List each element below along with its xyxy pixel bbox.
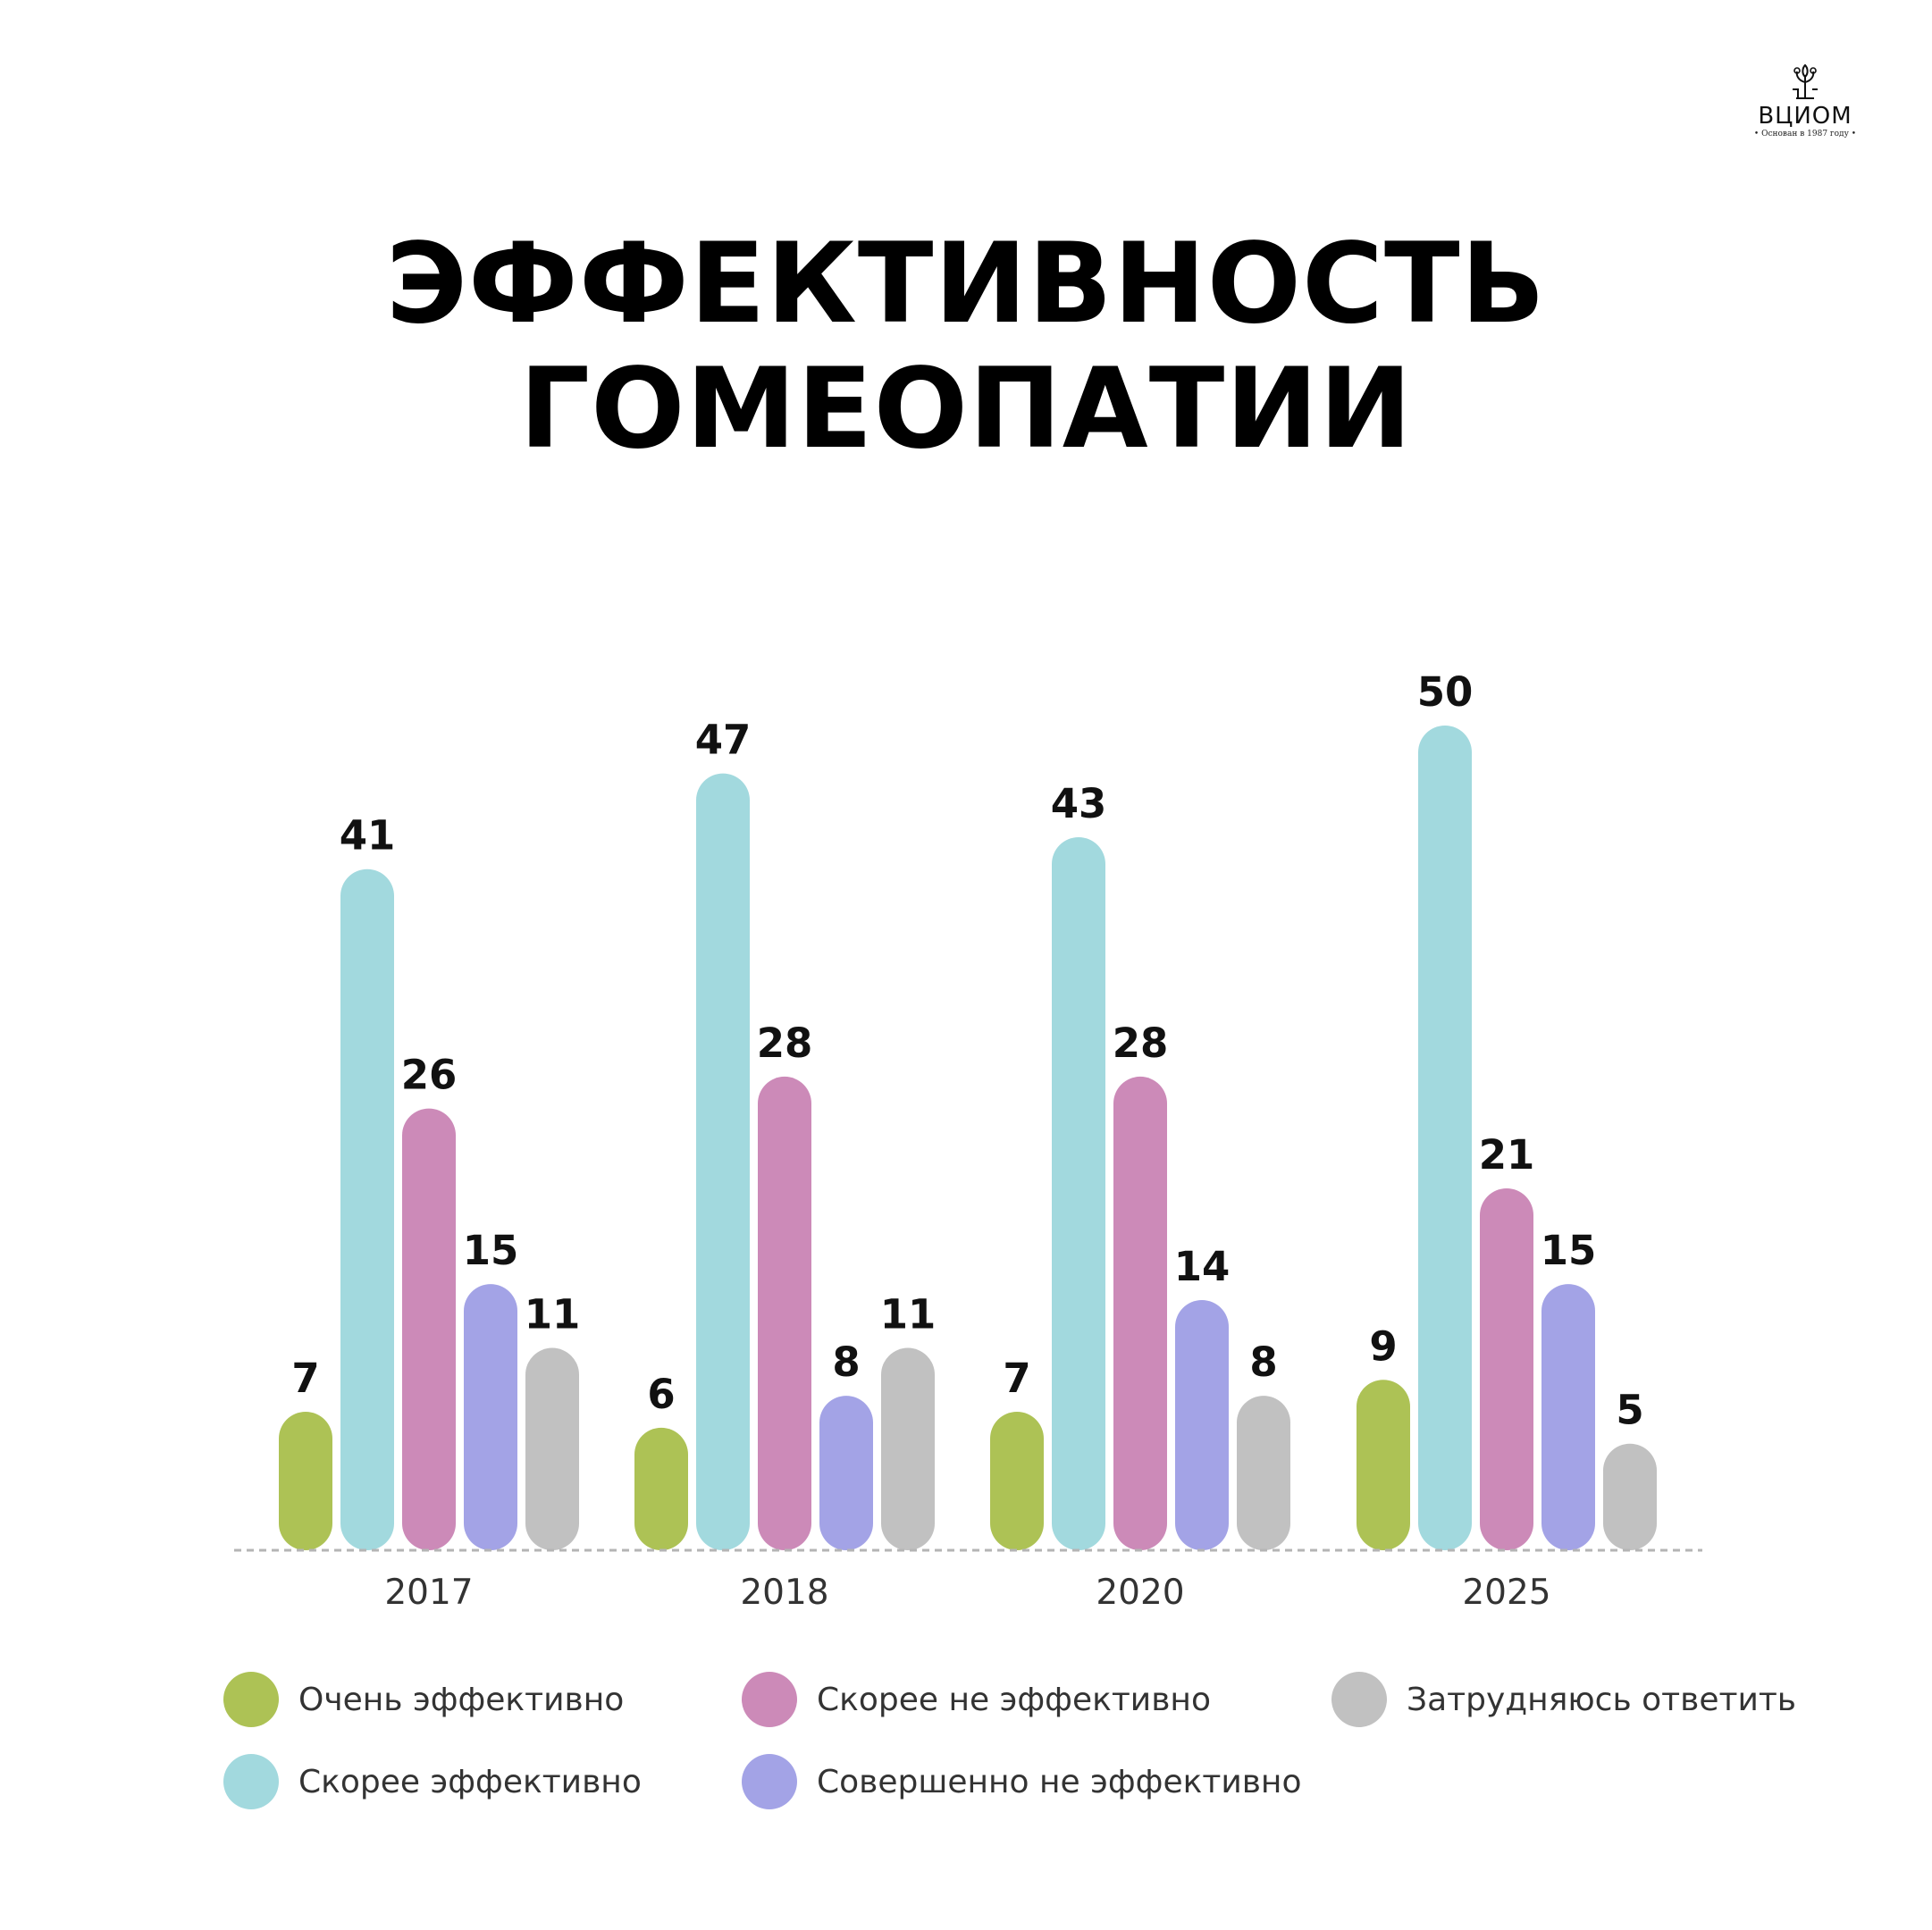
bar-2017-1 [279,1411,332,1550]
legend-item: Очень эффективно [223,1671,624,1728]
bar-2025-3 [1480,1187,1533,1550]
legend-item: Скорее не эффективно [742,1671,1211,1728]
bar-2018-2 [696,773,750,1550]
value-label: 8 [832,1338,860,1386]
bar-2018-3 [758,1076,811,1550]
bar-2018-4 [819,1396,873,1550]
bar-2020-2 [1052,837,1105,1550]
value-label: 47 [695,717,752,764]
legend-swatch [742,1754,797,1809]
legend-label: Затрудняюсь ответить [1407,1681,1797,1718]
bar-2020-3 [1113,1076,1167,1550]
bar-2018-5 [881,1347,935,1550]
bars-group [279,726,1657,1550]
category-label: 2025 [1462,1573,1550,1613]
bar-2025-5 [1603,1443,1657,1550]
legend-swatch [223,1754,279,1809]
chart-title: ЭФФЕКТИВНОСТЬ ГОМЕОПАТИИ [385,220,1547,474]
bar-2018-1 [634,1427,688,1550]
value-label: 50 [1417,668,1474,716]
value-label: 41 [340,812,396,860]
value-label: 7 [291,1355,319,1402]
category-label: 2017 [384,1573,473,1613]
bar-2025-2 [1418,726,1472,1550]
value-label: 14 [1174,1243,1231,1290]
bar-2017-5 [525,1347,579,1550]
legend: Очень эффективно Скорее эффективно Скорее … [223,1671,1832,1850]
bar-2017-3 [402,1108,456,1550]
value-label: 11 [525,1291,581,1338]
legend-swatch [742,1672,797,1727]
category-label: 2020 [1096,1573,1184,1613]
legend-label: Очень эффективно [298,1681,625,1718]
legend-label: Скорее эффективно [298,1763,642,1800]
legend-label: Скорее не эффективно [817,1681,1211,1718]
bar-2025-1 [1357,1380,1410,1550]
value-label: 8 [1249,1338,1277,1386]
value-label: 15 [463,1227,519,1274]
value-label: 9 [1369,1322,1397,1370]
value-label: 6 [647,1371,675,1418]
bar-2017-2 [340,868,394,1550]
bar-2020-1 [990,1411,1044,1550]
value-label: 28 [1113,1020,1169,1067]
value-label: 21 [1479,1131,1535,1179]
value-label: 5 [1616,1387,1643,1434]
legend-label: Совершенно не эффективно [817,1763,1302,1800]
vciom-logo: ВЦИОМ • Основан в 1987 году • [1738,63,1872,165]
bar-2020-4 [1175,1299,1229,1550]
value-label: 43 [1051,780,1107,827]
legend-swatch [1331,1672,1387,1727]
logo-name: ВЦИОМ [1758,103,1852,130]
labels-group: 7412615112017647288112018743281482020950… [291,668,1643,1613]
legend-item: Затрудняюсь ответить [1331,1671,1796,1728]
value-label: 28 [757,1020,813,1067]
bar-2020-5 [1237,1396,1290,1550]
value-label: 11 [880,1291,937,1338]
tree-icon [1793,63,1818,99]
value-label: 15 [1541,1227,1597,1274]
legend-item: Скорее эффективно [223,1753,642,1810]
bar-2017-4 [464,1284,517,1550]
value-label: 7 [1003,1355,1030,1402]
logo-tagline: • Основан в 1987 году • [1753,130,1857,138]
bar-2025-4 [1541,1284,1595,1550]
value-label: 26 [401,1052,458,1099]
legend-swatch [223,1672,279,1727]
category-label: 2018 [740,1573,828,1613]
legend-item: Совершенно не эффективно [742,1753,1302,1810]
